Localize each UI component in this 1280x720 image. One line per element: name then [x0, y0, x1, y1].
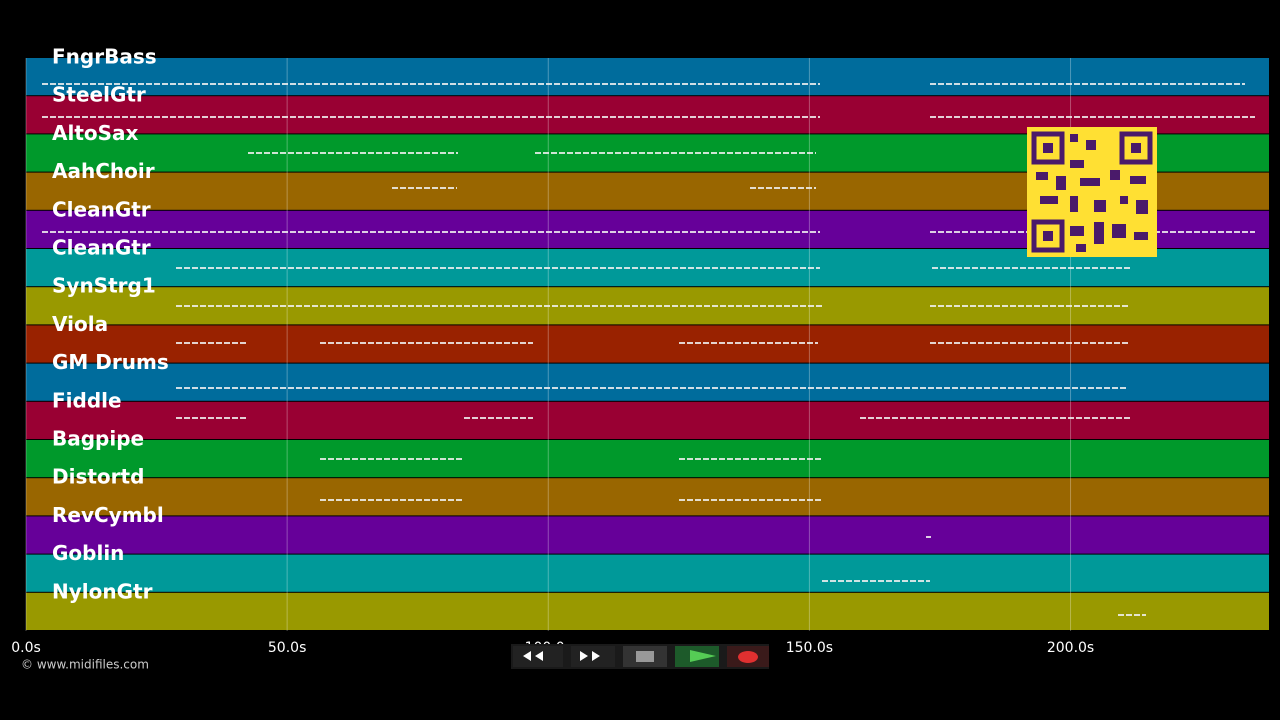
track-row	[26, 440, 1269, 478]
track-name: Viola	[52, 312, 108, 336]
track-name: Distortd	[52, 465, 144, 489]
track-row	[26, 478, 1269, 516]
forward-button[interactable]	[571, 646, 615, 667]
play-button[interactable]	[675, 646, 719, 667]
stop-button[interactable]	[623, 646, 667, 667]
track-row	[26, 516, 1269, 554]
transport	[511, 644, 769, 669]
track-name: RevCymbl	[52, 503, 164, 527]
track-labels: FngrBass SteelGtr AltoSax AahChoir CleanGtr C…	[52, 45, 169, 604]
copyright: © www.midifiles.com	[21, 658, 149, 672]
track-name: CleanGtr	[52, 236, 151, 260]
track-name: CleanGtr	[52, 197, 151, 221]
time-tick-label: 150.0s	[786, 640, 833, 656]
track-name: AahChoir	[52, 159, 155, 183]
track-name: SynStrg1	[52, 274, 156, 298]
track-row	[26, 363, 1269, 401]
time-tick-label: 0.0s	[11, 640, 41, 656]
track-name: GM Drums	[52, 350, 169, 374]
time-tick-label: 200.0s	[1047, 640, 1094, 656]
time-tick-label: 50.0s	[268, 640, 306, 656]
track-name: SteelGtr	[52, 83, 146, 107]
track-name: Goblin	[52, 541, 124, 565]
track-name: NylonGtr	[52, 579, 153, 603]
track-name: Fiddle	[52, 388, 122, 412]
rewind-button[interactable]	[513, 646, 563, 667]
track-row	[26, 554, 1269, 592]
track-name: FngrBass	[52, 45, 157, 69]
record-button[interactable]	[727, 646, 769, 667]
track-row	[26, 401, 1269, 439]
track-row	[26, 592, 1269, 630]
qr-code	[1027, 127, 1157, 257]
track-name: Bagpipe	[52, 427, 144, 451]
track-name: AltoSax	[52, 121, 139, 145]
track-row	[26, 58, 1269, 96]
